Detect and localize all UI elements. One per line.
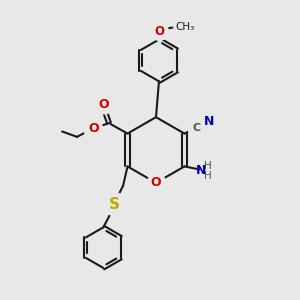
Text: O: O [154,25,164,38]
Text: S: S [109,197,120,212]
Text: O: O [151,176,161,189]
Text: CH₃: CH₃ [176,22,195,32]
Text: C: C [192,123,200,133]
Text: O: O [88,122,99,135]
Text: N: N [196,164,206,177]
Text: H: H [203,160,211,170]
Text: N: N [204,115,214,128]
Text: H: H [203,171,211,181]
Text: O: O [98,98,109,110]
